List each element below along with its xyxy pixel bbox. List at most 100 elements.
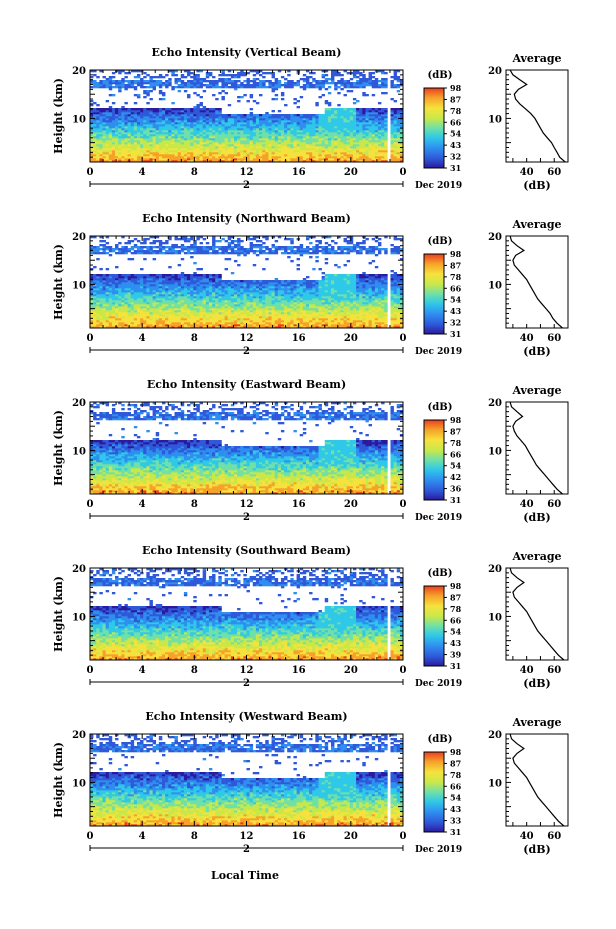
heatmap-cell: [149, 120, 153, 123]
heatmap-cell: [359, 132, 363, 135]
heatmap-cell: [149, 298, 153, 301]
heatmap-cell: [108, 320, 113, 323]
heatmap-cell: [271, 320, 275, 323]
heatmap-cell: [102, 132, 106, 135]
heatmap-cell: [343, 158, 347, 161]
heatmap-cell: [377, 112, 382, 115]
heatmap-cell: [255, 148, 260, 151]
heatmap-cell: [359, 144, 363, 147]
heatmap-cell: [362, 108, 366, 111]
heatmap-cell: [187, 96, 191, 99]
heatmap-cell: [124, 318, 128, 321]
heatmap-cell: [381, 300, 385, 303]
heatmap-cell: [99, 296, 103, 299]
heatmap-cell: [240, 310, 244, 313]
heatmap-cell: [155, 122, 160, 125]
heatmap-cell: [305, 310, 310, 313]
heatmap-cell: [359, 134, 363, 137]
heatmap-cell: [243, 296, 247, 299]
heatmap-cell: [249, 84, 254, 87]
heatmap-cell: [287, 318, 291, 321]
heatmap-cell: [384, 316, 388, 319]
heatmap-cell: [140, 120, 144, 123]
heatmap-cell: [108, 142, 113, 145]
heatmap-cell: [161, 146, 166, 149]
heatmap-cell: [334, 136, 338, 139]
heatmap-cell: [299, 300, 304, 303]
heatmap-cell: [140, 134, 144, 137]
heatmap-cell: [90, 314, 94, 317]
heatmap-cell: [143, 306, 147, 309]
heatmap-cell: [299, 118, 304, 121]
heatmap-cell: [318, 314, 322, 317]
heatmap-cell: [196, 136, 200, 139]
heatmap-cell: [271, 134, 275, 137]
heatmap-cell: [390, 146, 394, 149]
heatmap-cell: [177, 318, 182, 321]
heatmap-cell: [371, 144, 376, 147]
heatmap-cell: [312, 310, 316, 313]
heatmap-cell: [362, 140, 366, 143]
heatmap-cell: [337, 322, 341, 325]
heatmap-cell: [233, 300, 238, 303]
heatmap-cell: [90, 144, 94, 147]
heatmap-cell: [349, 302, 354, 305]
heatmap-cell: [324, 310, 329, 313]
heatmap-cell: [384, 298, 388, 301]
heatmap-cell: [111, 158, 116, 161]
heatmap-cell: [356, 310, 360, 313]
heatmap-cell: [255, 158, 260, 161]
heatmap-cell: [381, 148, 385, 151]
heatmap-cell: [315, 136, 319, 139]
heatmap-cell: [309, 118, 313, 121]
heatmap-cell: [318, 130, 322, 133]
heatmap-cell: [118, 136, 122, 139]
heatmap-cell: [327, 148, 332, 151]
heatmap-cell: [205, 76, 210, 79]
heatmap-cell: [146, 92, 150, 95]
heatmap-cell: [240, 304, 244, 307]
heatmap-cell: [265, 130, 269, 133]
heatmap-cell: [168, 124, 172, 127]
heatmap-cell: [124, 156, 128, 159]
heatmap-cell: [296, 302, 301, 305]
heatmap-cell: [105, 108, 110, 111]
heatmap-cell: [284, 304, 288, 307]
heatmap-cell: [133, 128, 138, 131]
heatmap-cell: [302, 320, 307, 323]
heatmap-cell: [390, 148, 394, 151]
heatmap-cell: [259, 296, 263, 299]
heatmap-cell: [334, 306, 338, 309]
heatmap-cell: [362, 128, 366, 131]
heatmap-cell: [93, 326, 97, 329]
heatmap-cell: [393, 74, 398, 77]
heatmap-cell: [365, 122, 369, 125]
heatmap-cell: [349, 132, 354, 135]
heatmap-cell: [208, 316, 213, 319]
heatmap-cell: [352, 130, 357, 133]
heatmap-cell: [343, 86, 347, 89]
heatmap-cell: [346, 134, 351, 137]
heatmap-cell: [124, 134, 128, 137]
heatmap-cell: [377, 142, 382, 145]
heatmap-cell: [393, 154, 398, 157]
heatmap-cell: [265, 314, 269, 317]
heatmap-cell: [180, 110, 185, 113]
heatmap-cell: [168, 326, 172, 329]
heatmap-cell: [193, 122, 197, 125]
heatmap-cell: [343, 138, 347, 141]
heatmap-cell: [271, 298, 275, 301]
heatmap-cell: [374, 312, 379, 315]
heatmap-cell: [268, 304, 272, 307]
heatmap-cell: [133, 298, 138, 301]
heatmap-cell: [293, 320, 297, 323]
heatmap-cell: [265, 158, 269, 161]
heatmap-cell: [324, 316, 329, 319]
heatmap-cell: [161, 318, 166, 321]
heatmap-cell: [158, 294, 163, 297]
heatmap-cell: [315, 322, 319, 325]
heatmap-cell: [212, 110, 216, 113]
heatmap-cell: [224, 300, 229, 303]
heatmap-cell: [202, 140, 207, 143]
heatmap-cell: [155, 142, 160, 145]
